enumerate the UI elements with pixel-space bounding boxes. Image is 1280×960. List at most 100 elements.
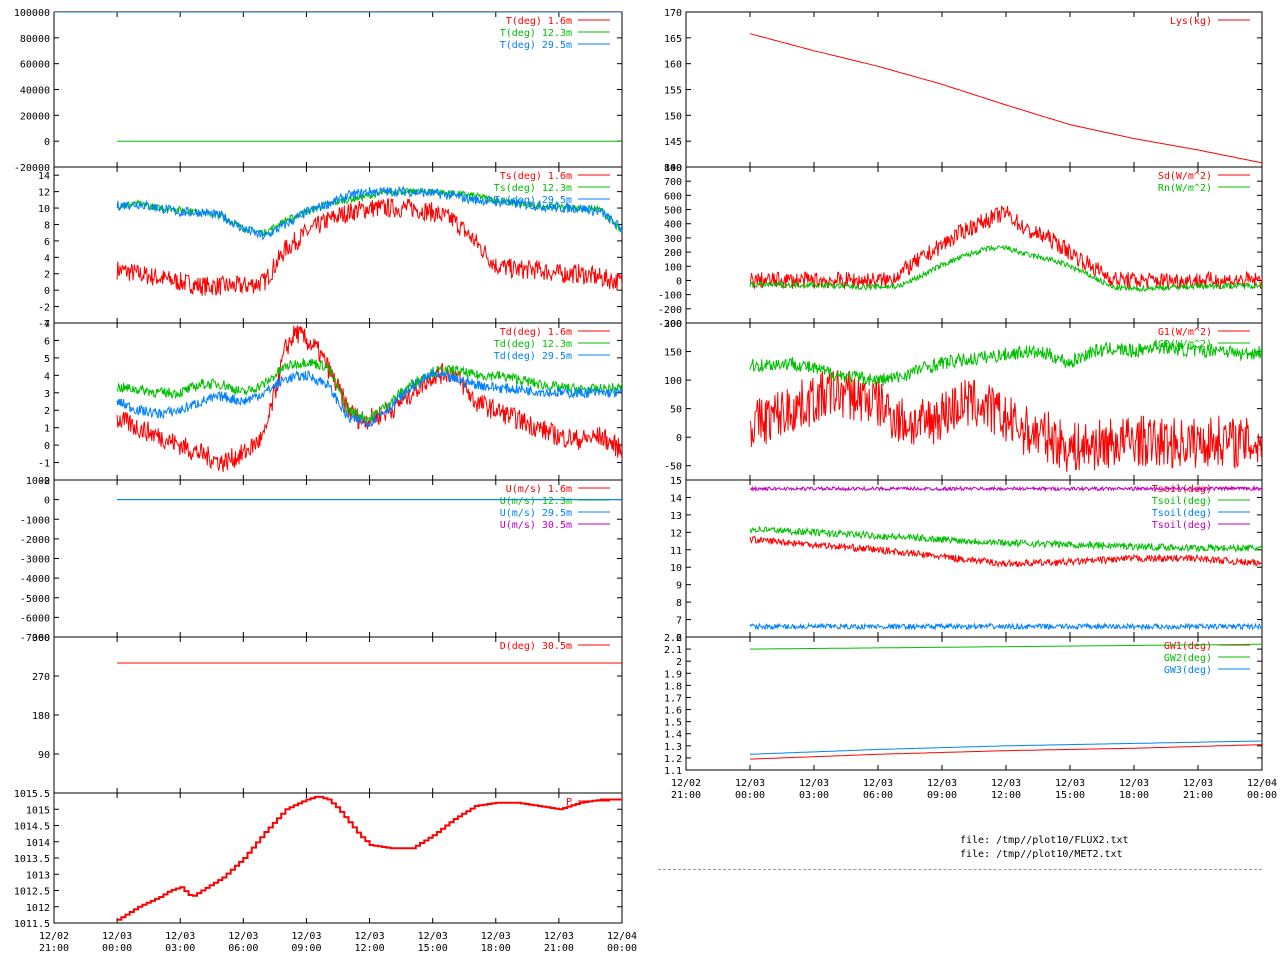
x-tick-label: 12/03 [102,931,132,942]
x-tick-label: 00:00 [735,790,765,801]
y-tick-label: -5000 [20,594,50,605]
legend-label: P [566,797,572,808]
x-tick-label: 12:00 [991,790,1021,801]
y-tick-label: 4 [44,253,50,264]
legend-label: Tsoil(deg) [1152,520,1212,531]
panel-4: 90 180 270 360 D(deg) 30.5m [32,633,623,794]
x-tick-label: 12/03 [418,931,448,942]
series-line [750,643,1262,650]
y-tick-label: 10 [670,563,682,574]
y-tick-label: 1015 [26,805,50,816]
series-line [116,368,622,428]
series-line [116,197,622,296]
x-tick-label: 06:00 [228,943,258,954]
y-tick-label: 0 [676,433,682,444]
legend-label: Tsoil(deg) [1152,484,1212,495]
y-tick-label: 80000 [20,34,50,45]
panel-frame [53,792,623,924]
x-tick-label: 21:00 [671,790,701,801]
y-tick-label: -1 [38,459,50,470]
y-tick-label: -2000 [20,535,50,546]
x-tick-label: 12/03 [863,778,893,789]
y-tick-label: 0 [44,286,50,297]
y-tick-label: 15 [670,476,682,487]
x-tick-label: 00:00 [102,943,132,954]
y-tick-label: 1.1 [664,766,682,777]
y-tick-label: -300 [658,319,682,330]
y-tick-label: 13 [670,511,682,522]
legend-label: D(deg) 30.5m [500,641,572,652]
y-tick-label: -1000 [20,515,50,526]
file-label-met: file: /tmp//plot10/MET2.txt [960,849,1123,860]
series-line [116,358,622,423]
legend-label: Tsoil(deg) [1152,496,1212,507]
y-tick-label: 500 [664,206,682,217]
y-tick-label: -4000 [20,574,50,585]
x-tick-label: 06:00 [863,790,893,801]
panel-5: 1011.5 1012 1012.5 1013 1013.5 1014 1014.5 1015… [14,789,637,954]
x-tick-label: 00:00 [607,943,637,954]
series-line [749,205,1262,291]
panel-0: -20000 0 20000 40000 60000 80000 100000 T(deg) … [14,8,623,174]
y-tick-label: 5 [44,354,50,365]
panel-9: 6789101112131415Tsoil(deg)Tsoil(deg)Tsoi… [670,476,1263,644]
x-tick-label: 03:00 [165,943,195,954]
legend-label: Lys(kg) [1170,16,1212,27]
series-line [116,325,622,473]
y-tick-label: 7 [44,319,50,330]
y-tick-label: 8 [676,598,682,609]
y-tick-label: 6 [44,237,50,248]
x-tick-label: 09:00 [291,943,321,954]
panel-8: -50 0 50 100 150 200 G1(W/m^2)G2(W/m^2) [664,319,1263,481]
panel-6: 140 145 150 155 160 165 170 Lys(kg) [664,8,1263,174]
x-tick-label: 21:00 [544,943,574,954]
y-tick-label: -4 [38,319,50,330]
y-tick-label: 9 [676,581,682,592]
x-tick-label: 15:00 [418,943,448,954]
y-tick-label: 270 [32,672,50,683]
x-tick-label: 12/04 [1247,778,1277,789]
y-tick-label: 1012 [26,903,50,914]
y-tick-label: 140 [664,163,682,174]
y-tick-label: -50 [664,462,682,473]
x-tick-label: 12/02 [671,778,701,789]
y-tick-label: 160 [664,60,682,71]
series-line [749,622,1262,631]
file-label-flux: file: /tmp//plot10/FLUX2.txt [960,835,1129,846]
legend-label: Sd(W/m^2) [1158,171,1212,182]
y-tick-label: -7000 [20,633,50,644]
series-line [749,339,1262,386]
x-tick-label: 12/03 [481,931,511,942]
legend-label: G1(W/m^2) [1158,327,1212,338]
x-tick-label: 12/04 [607,931,637,942]
legend-label: Td(deg) 12.3m [494,339,572,350]
x-tick-label: 12/03 [1183,778,1213,789]
y-tick-label: 1.6 [664,706,682,717]
x-tick-label: 12/03 [991,778,1021,789]
y-tick-label: 14 [670,493,682,504]
y-tick-label: 100 [664,376,682,387]
divider-line [658,869,1262,870]
y-tick-label: 1000 [26,476,50,487]
x-tick-label: 12/03 [355,931,385,942]
y-tick-label: 200 [664,248,682,259]
y-tick-label: 6 [676,633,682,644]
y-tick-label: 20000 [20,111,50,122]
y-tick-label: 180 [32,711,50,722]
legend-label: Ts(deg) 29.5m [494,195,572,206]
legend-label: Tsoil(deg) [1152,508,1212,519]
legend-label: T(deg) 1.6m [506,16,572,27]
series-line [749,740,1262,755]
y-tick-label: 1011.5 [14,919,50,930]
y-tick-label: 1.9 [664,669,682,680]
y-tick-label: 0 [676,276,682,287]
y-tick-label: 14 [38,171,50,182]
y-tick-label: 100 [664,262,682,273]
series-line [749,244,1262,293]
y-tick-label: 6 [44,336,50,347]
legend-label: Ts(deg) 12.3m [494,183,572,194]
x-tick-label: 12/03 [799,778,829,789]
panel-3: -7000 -6000 -5000 -4000 -3000 -2000 -1000 0 1000… [20,476,623,644]
y-tick-label: 400 [664,220,682,231]
